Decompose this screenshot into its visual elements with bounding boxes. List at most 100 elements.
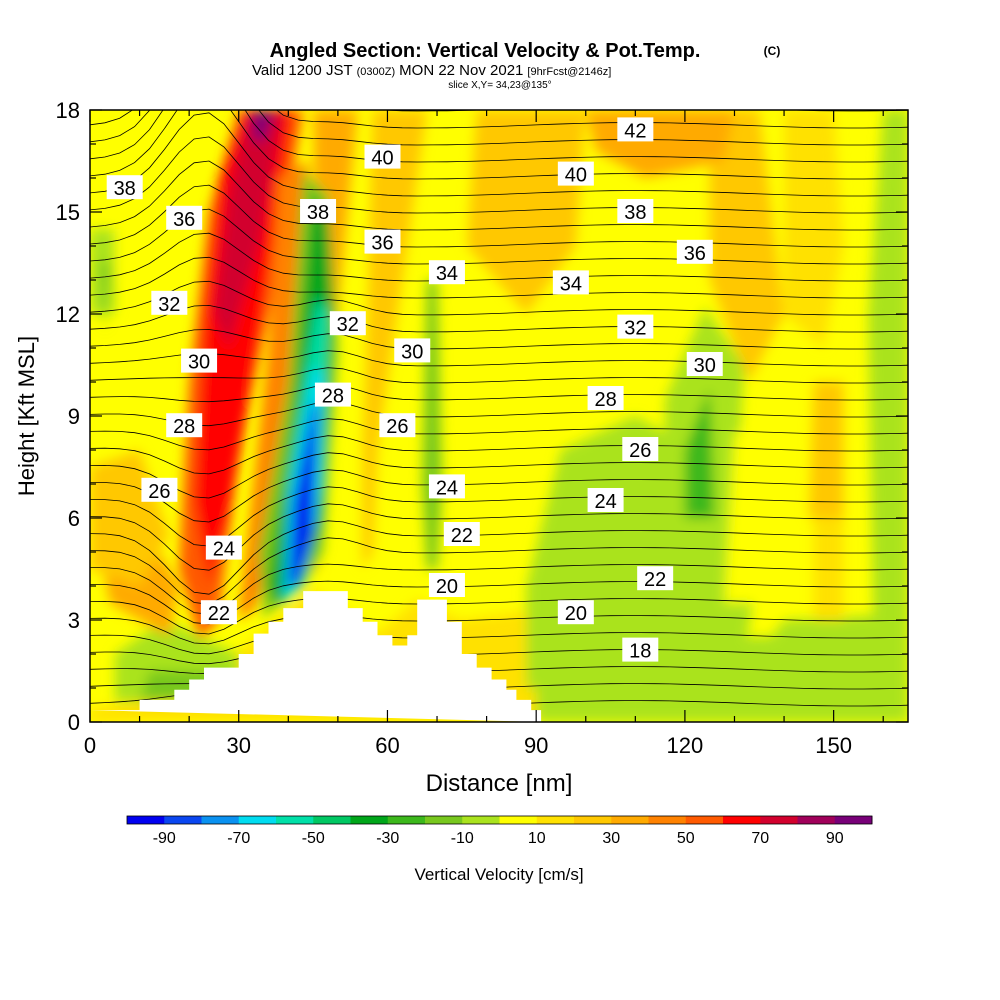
contour-label: 22 [200,600,237,625]
contour-label: 24 [587,488,624,513]
chart-title: Angled Section: Vertical Velocity & Pot.… [270,40,701,62]
contour-label: 22 [443,522,480,547]
contour-label-box [364,144,401,169]
colorbar-frame [126,815,873,825]
contour-label-text: 30 [401,341,423,363]
contour-label-box [166,413,203,438]
isentrope-line [90,631,908,655]
isentrope-line [90,329,908,350]
contour-label: 38 [106,175,143,200]
isentropes [90,110,908,707]
isentrope-line [90,384,908,403]
contour-label-box [364,229,401,254]
y-tick-label: 15 [56,200,80,225]
isentrope-line [90,112,908,197]
contour-label-text: 34 [560,273,582,295]
contour-label-text: 32 [158,294,180,316]
contour-label-box [205,535,242,560]
velocity-region [99,263,110,331]
contour-label: 30 [181,348,218,374]
contour-label-text: 28 [322,386,344,408]
slice-info: slice X,Y= 34,23@135° [448,80,551,91]
contour-label-text: 20 [565,603,587,625]
isentrope-line [90,469,908,523]
colorbar-tick-label: -90 [153,830,176,847]
contour-label-box [617,199,654,223]
colorbar-swatch [425,816,463,824]
forecast-info: [9hrFcst@2146z] [527,66,611,78]
contour-label: 26 [622,437,659,462]
velocity-field [90,110,908,722]
contour-label: 20 [557,600,594,625]
isentrope-line [90,110,908,163]
terrain [90,591,542,722]
contour-label: 36 [166,205,203,231]
contour-label-text: 34 [436,263,458,285]
contour-label-text: 30 [188,352,210,374]
isentrope-line [90,418,908,451]
contour-label-text: 26 [629,440,651,462]
colorbar-swatch [648,816,687,824]
velocity-region [808,382,844,518]
x-tick-label: 150 [815,733,852,758]
isentrope-line [90,435,908,475]
velocity-region [813,518,844,620]
colorbar-swatch [164,816,202,824]
contour-label-box [106,175,143,200]
contour-label-box [617,314,654,339]
y-tick-label: 9 [68,404,80,429]
contour-label: 36 [676,239,713,265]
y-tick-label: 6 [68,506,80,531]
contour-label-box [181,348,218,373]
isentrope-line [90,110,908,146]
contour-label: 42 [617,117,654,142]
contour-label: 40 [364,144,401,170]
contour-label-text: 28 [594,389,616,411]
colorbar-swatch [462,816,500,824]
isentrope-line [90,520,908,595]
velocity-region [290,422,314,586]
x-axis-label: Distance [nm] [426,770,573,797]
isentrope-line [90,648,908,665]
colorbar-swatch [685,816,724,824]
contour-label: 40 [557,161,594,187]
contour-label: 38 [300,199,337,224]
isentrope-line [90,367,908,384]
contour-label: 24 [428,474,465,499]
contour-label: 26 [141,477,178,503]
contour-label-text: 32 [337,314,359,336]
colorbar-tick-label: -10 [451,830,474,847]
velocity-region [724,433,775,603]
isentrope-line [90,614,908,645]
isentrope-line [90,160,908,231]
isentrope-line [90,350,908,367]
contour-label-box [428,474,465,499]
x-tick-label: 90 [524,733,548,758]
contour-label-text: 38 [307,202,329,224]
x-tick-label: 120 [667,733,704,758]
colorbar-swatch [387,816,426,824]
valid-date: MON 22 Nov 2021 [399,62,523,79]
colorbar-tick-label: -50 [302,830,325,847]
colorbar-swatch [797,816,836,824]
isentrope-line [90,597,908,635]
contour-label-text: 38 [624,202,646,224]
velocity-region [759,613,908,654]
isentrope-line [90,304,908,333]
contour-label: 32 [151,290,188,316]
contour-label: 18 [622,637,659,663]
colorbar-swatch [834,816,873,824]
contour-label-box [552,270,589,295]
contour-label-box [622,637,659,662]
contour-label-text: 32 [624,318,646,340]
contour-label-text: 18 [629,641,651,663]
contour-label-box [200,600,237,625]
contour-label: 32 [329,311,366,336]
x-tick-label: 0 [84,733,96,758]
isentrope-line [90,280,908,316]
contour-label-text: 36 [371,233,393,255]
colorbar-tick-label: 10 [528,830,546,847]
contour-label-box [587,386,624,410]
colorbar-swatch [536,816,575,824]
colorbar-swatch [723,816,761,824]
